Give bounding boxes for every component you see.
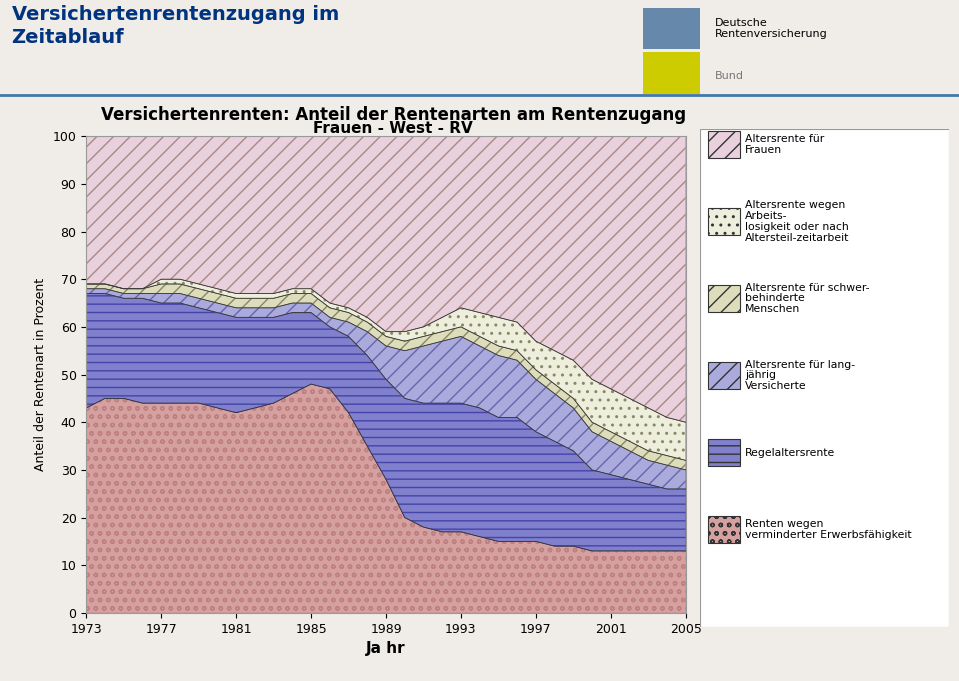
Text: Frauen - West - RV: Frauen - West - RV — [314, 121, 473, 136]
FancyBboxPatch shape — [643, 8, 700, 50]
FancyBboxPatch shape — [708, 439, 740, 466]
FancyBboxPatch shape — [708, 208, 740, 235]
FancyBboxPatch shape — [708, 362, 740, 389]
FancyBboxPatch shape — [643, 52, 700, 94]
FancyBboxPatch shape — [708, 285, 740, 312]
Text: Renten wegen
verminderter Erwerbsfähigkeit: Renten wegen verminderter Erwerbsfähigke… — [745, 519, 912, 540]
Text: Bund: Bund — [714, 71, 743, 81]
Text: Altersrente für schwer-
behinderte
Menschen: Altersrente für schwer- behinderte Mensc… — [745, 283, 870, 314]
FancyBboxPatch shape — [708, 131, 740, 158]
FancyBboxPatch shape — [708, 516, 740, 543]
Text: Altersrente für
Frauen: Altersrente für Frauen — [745, 134, 824, 155]
Y-axis label: Anteil der Rentenart in Prozent: Anteil der Rentenart in Prozent — [35, 278, 47, 471]
Text: Versichertenrenten: Anteil der Rentenarten am Rentenzugang: Versichertenrenten: Anteil der Rentenart… — [101, 106, 686, 123]
Text: Regelaltersrente: Regelaltersrente — [745, 447, 835, 458]
Text: Versichertenrentenzugang im
Zeitablauf: Versichertenrentenzugang im Zeitablauf — [12, 5, 339, 47]
Text: Deutsche
Rentenversicherung: Deutsche Rentenversicherung — [714, 18, 828, 39]
Text: Altersrente für lang-
jährig
Versicherte: Altersrente für lang- jährig Versicherte — [745, 360, 855, 392]
Text: Altersrente wegen
Arbeits-
losigkeit oder nach
Altersteil-zeitarbeit: Altersrente wegen Arbeits- losigkeit ode… — [745, 200, 850, 242]
X-axis label: Ja hr: Ja hr — [366, 642, 406, 656]
